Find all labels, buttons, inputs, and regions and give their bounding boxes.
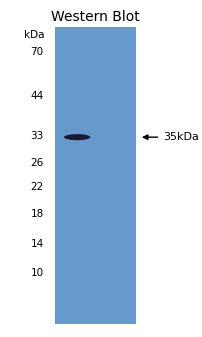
Text: 70: 70 [30, 47, 43, 57]
Text: 10: 10 [30, 268, 43, 278]
Text: 33: 33 [30, 131, 43, 142]
Bar [55, 27, 135, 324]
Text: 14: 14 [30, 239, 43, 249]
Ellipse shape [64, 134, 90, 140]
Text: 44: 44 [30, 91, 43, 101]
Text: 18: 18 [30, 209, 43, 219]
Text: 35kDa: 35kDa [163, 132, 198, 142]
Text: kDa: kDa [24, 30, 44, 40]
Text: Western Blot: Western Blot [51, 10, 139, 24]
Text: 22: 22 [30, 182, 43, 192]
Text: 26: 26 [30, 158, 43, 168]
